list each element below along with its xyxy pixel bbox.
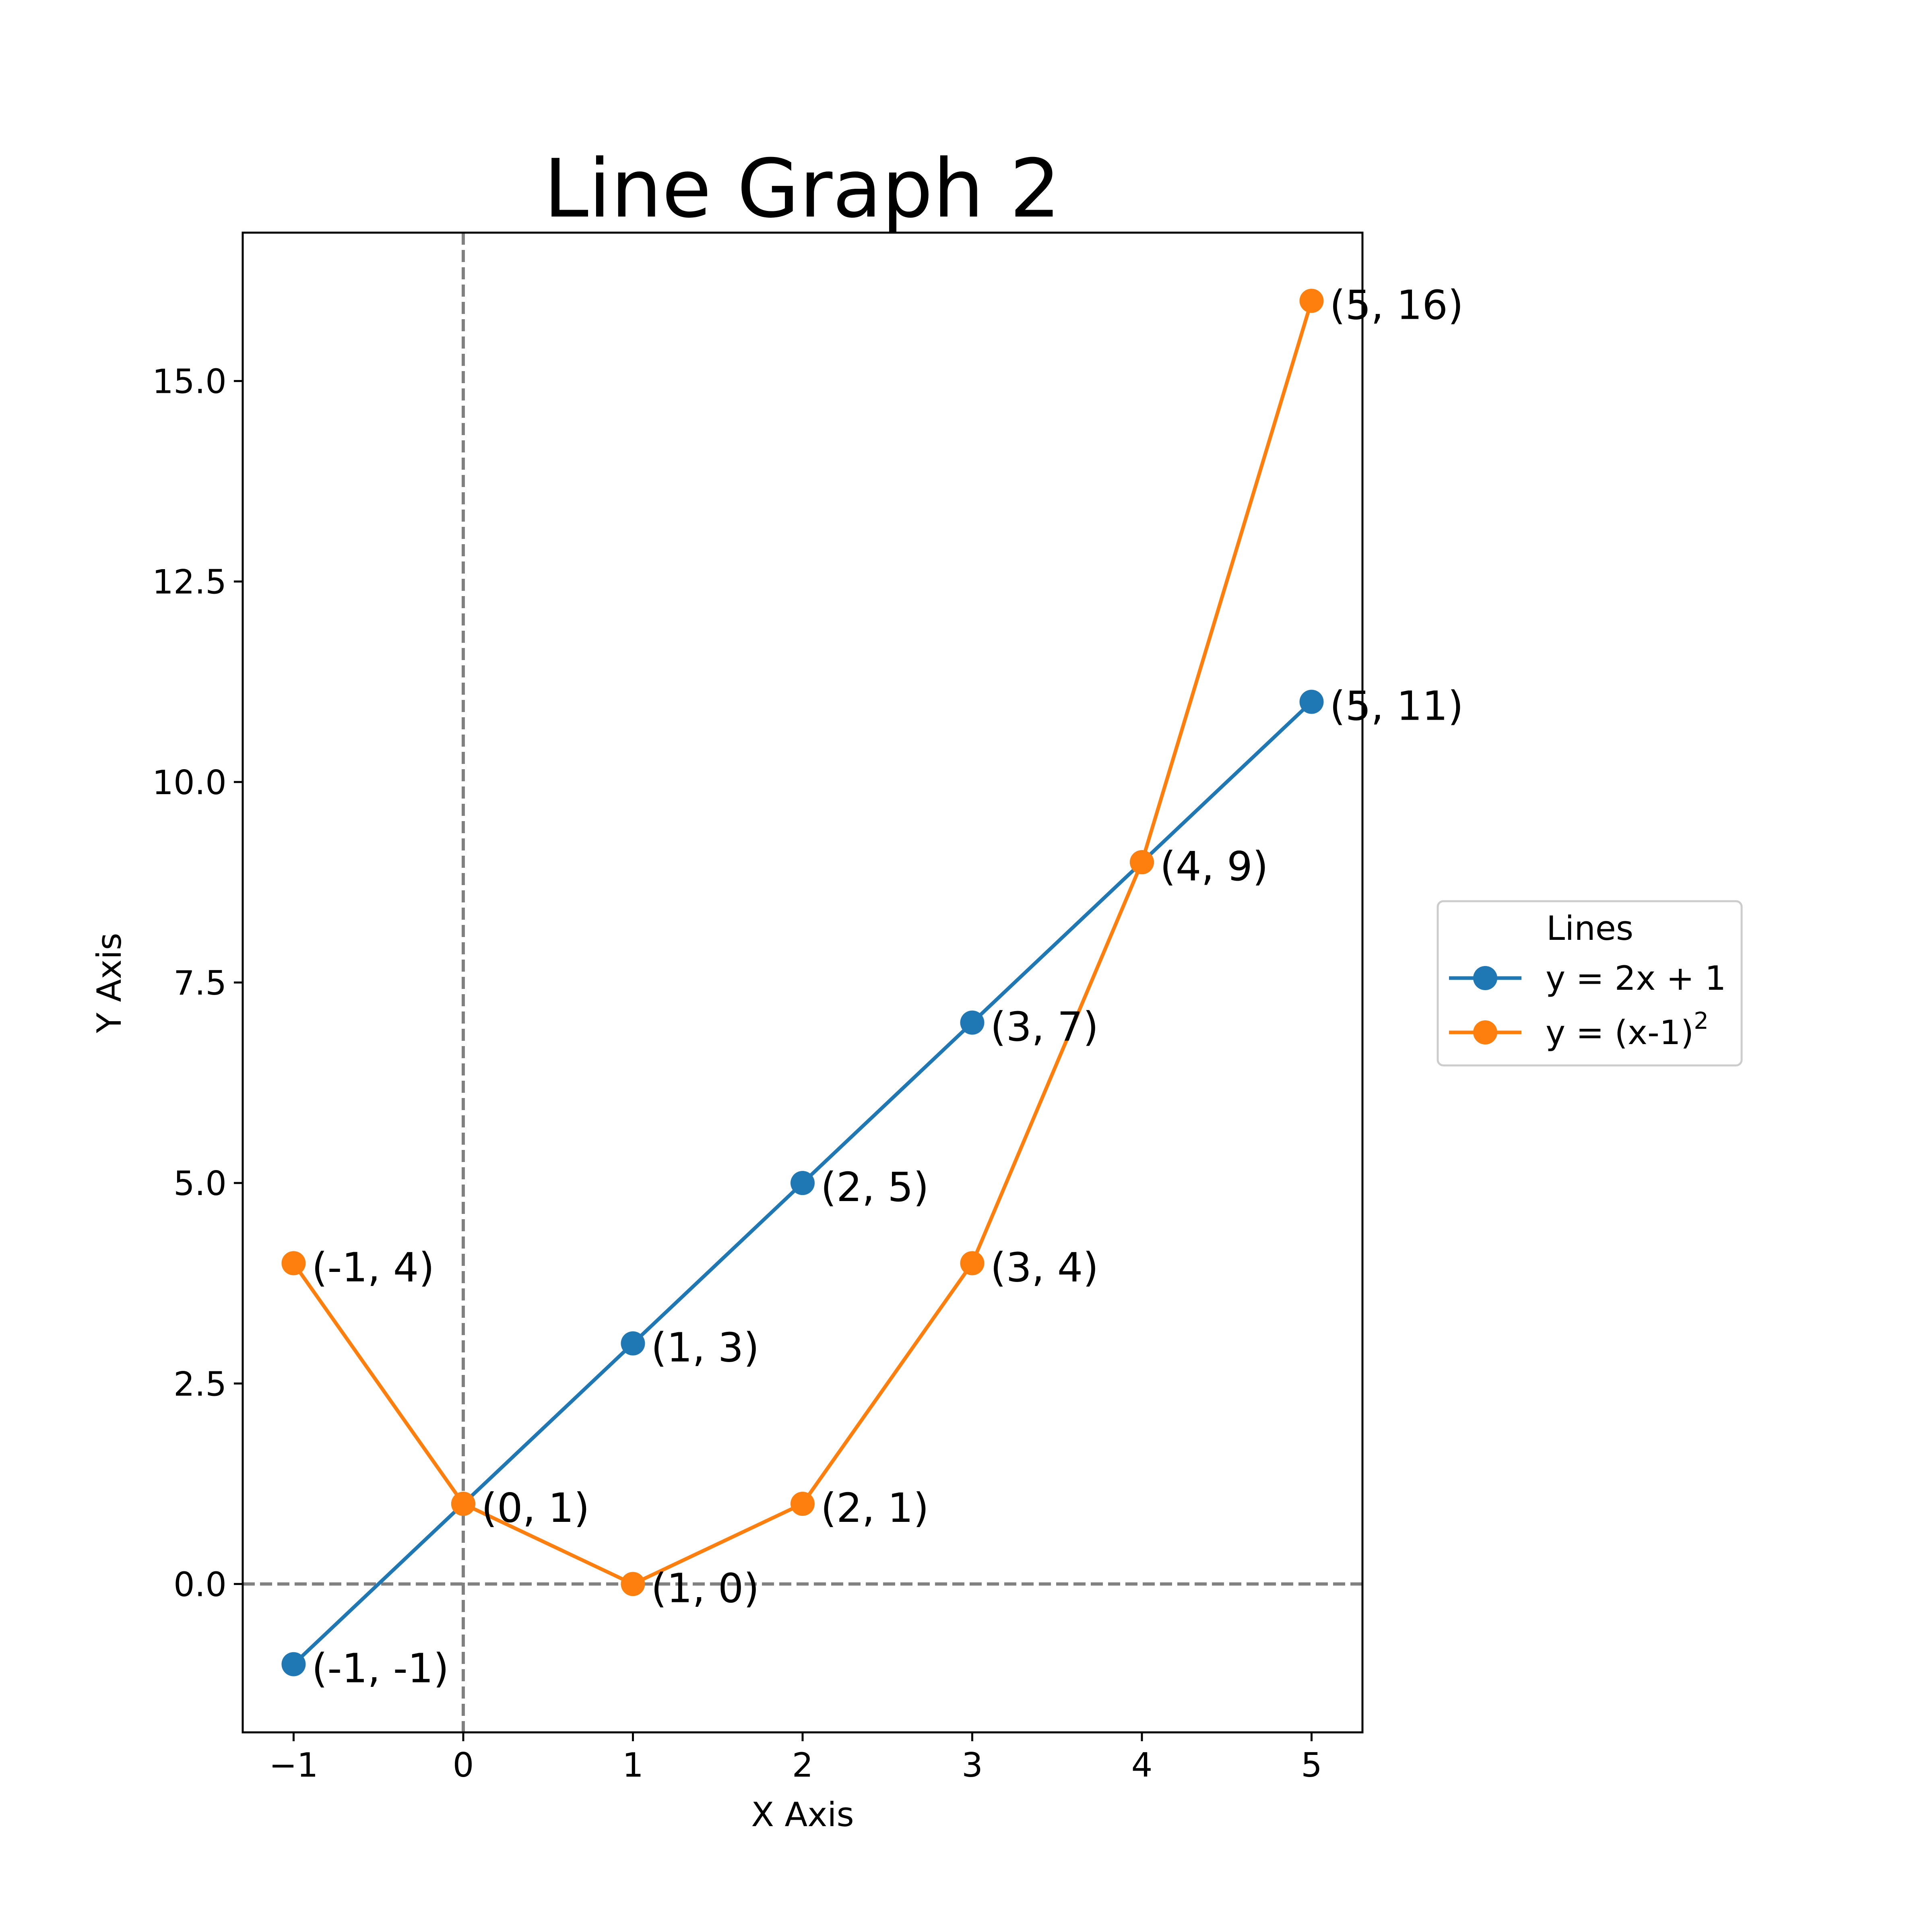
legend-marker-series-2 [1473,1020,1497,1044]
data-label-series-2: (4, 9) [1160,843,1268,890]
data-point-series-2 [451,1492,475,1516]
y-tick-label: 7.5 [173,964,227,1003]
legend-label-series-2-superscript: 2 [1694,1007,1709,1034]
series-layer: (-1, -1) (0, 1) (1, 3) (2, 5) (3, 7) (4, 9) (5… [281,281,1463,1692]
x-tick-label: 0 [453,1746,474,1785]
legend-marker-series-1 [1473,966,1497,990]
data-label-series-1: (5, 11) [1330,683,1463,730]
data-point-series-2 [791,1492,815,1516]
data-label-series-1: (-1, -1) [312,1645,449,1692]
data-label-series-1: (2, 5) [821,1164,929,1211]
y-tick-label: 15.0 [152,362,227,401]
data-point-series-1 [1299,689,1324,714]
data-label-series-1: (4, 9) [1160,843,1268,890]
y-tick-label: 12.5 [152,563,227,602]
data-point-series-2 [960,1251,985,1276]
x-tick-label: 4 [1131,1746,1153,1785]
x-axis-label: X Axis [751,1795,854,1834]
data-label-series-1: (1, 3) [651,1324,759,1371]
data-label-series-2: (0, 1) [481,1484,590,1532]
x-tick-label: 5 [1301,1746,1322,1785]
y-tick-label: 0.0 [173,1565,227,1604]
legend-label-series-2-base: y = (x-1) [1546,1013,1694,1052]
x-axis: −1 0 1 2 3 4 5 [269,1732,1322,1785]
y-tick-label: 10.0 [152,763,227,802]
data-label-series-2: (2, 1) [821,1484,929,1532]
data-label-series-2: (-1, 4) [312,1244,434,1291]
data-point-series-1 [960,1010,985,1035]
chart-title: Line Graph 2 [544,142,1061,236]
data-point-series-1 [281,1652,306,1676]
data-point-series-2 [281,1251,306,1276]
data-label-series-2: (5, 16) [1330,281,1463,328]
data-label-series-2: (1, 0) [651,1565,759,1612]
data-label-series-2: (3, 4) [991,1244,1099,1291]
data-label-series-1: (3, 7) [991,1003,1099,1051]
legend-title: Lines [1546,909,1633,948]
x-tick-label: 3 [962,1746,983,1785]
y-tick-label: 5.0 [173,1164,227,1203]
data-point-series-1 [621,1331,645,1356]
legend-label-series-1: y = 2x + 1 [1546,959,1726,998]
y-axis: 0.0 2.5 5.0 7.5 10.0 12.5 15.0 [152,362,243,1604]
y-tick-label: 2.5 [173,1364,227,1404]
data-point-series-1 [791,1171,815,1195]
data-label-series-1: (0, 1) [481,1484,590,1532]
x-tick-label: 1 [622,1746,644,1785]
legend: Lines y = 2x + 1 y = (x-1)2 [1437,900,1743,1067]
data-point-series-2 [1130,850,1154,875]
data-point-series-2 [1299,289,1324,313]
x-tick-label: −1 [269,1746,318,1785]
x-tick-label: 2 [792,1746,813,1785]
y-axis-label: Y Axis [90,933,129,1033]
legend-box [1437,900,1743,1067]
data-point-series-2 [621,1572,645,1596]
legend-label-series-2: y = (x-1)2 [1546,1007,1709,1052]
reference-lines [243,233,1362,1732]
